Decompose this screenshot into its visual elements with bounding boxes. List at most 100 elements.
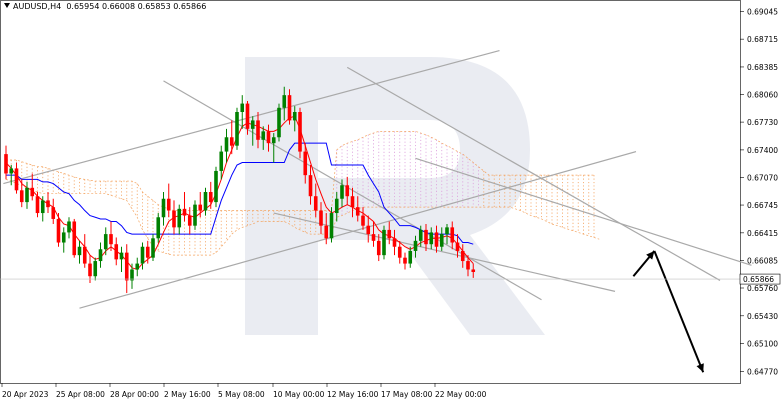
candle-body [424,229,428,245]
x-tick-label: 17 May 08:00 [381,390,433,399]
candle-body [25,187,29,203]
candle-body [371,234,376,241]
candle-body [229,137,234,146]
y-axis: 0.69045 0.68715 0.68385 0.68060 0.67730 0.674… [740,7,778,376]
x-tick-label: 28 Apr 00:00 [110,390,159,399]
y-tick-label: 0.68060 [747,90,778,99]
x-tick-label: 5 May 08:00 [218,390,265,399]
candle-body [61,232,66,243]
candle-body [340,185,344,199]
y-tick-label: 0.68385 [747,63,778,72]
current-price-box [739,273,781,285]
candle-body [161,198,166,218]
candle-body [177,208,182,228]
collapse-triangle-icon[interactable] [4,3,10,8]
candles [4,86,476,294]
candle-body [156,217,161,239]
candle-body [187,215,192,226]
candle-body [145,246,150,258]
candle-body [151,238,155,258]
candle-body [382,229,386,256]
candle-body [203,192,208,211]
candle-body [308,175,313,197]
candle-body [140,246,145,264]
candle-body [224,137,229,152]
chart-header: AUDUSD,H4 0.65954 0.66008 0.65853 0.6586… [4,2,206,11]
candle-body [366,225,371,235]
candle-body [324,225,329,239]
trendline [346,66,721,281]
ohlc-values: 0.65954 0.66008 0.65853 0.65866 [66,2,207,11]
candle-body [19,190,24,203]
candle-body [460,250,465,262]
candle-body [376,240,381,256]
candle-body [303,151,308,176]
watermark-logo [245,57,545,335]
candle-body [14,168,19,191]
candle-body [46,200,50,208]
candle-body [240,103,245,112]
candle-body [88,263,92,277]
y-tick-label: 0.68715 [747,35,778,44]
candle-body [82,246,87,264]
candle-body [319,210,323,226]
x-tick-label: 20 Apr 2023 [2,390,49,399]
y-tick-label: 0.66745 [747,201,778,210]
candle-body [266,131,271,144]
candle-body [282,95,287,108]
y-tick-label: 0.65100 [747,340,778,349]
candle-body [93,261,98,277]
candle-body [387,229,392,239]
candle-body [4,154,8,174]
cloud-senkou-b-line [5,179,600,256]
candle-body [345,185,350,197]
candle-body [67,221,71,233]
candle-body [103,234,108,250]
candle-body [313,196,318,211]
forecast-arrow-head [696,363,704,373]
y-tick-label: 0.64770 [747,367,778,376]
candle-body [292,112,297,121]
x-tick-label: 12 May 16:00 [327,390,379,399]
trendline [3,49,500,185]
candle-body [198,204,203,211]
x-tick-label: 25 Apr 08:00 [56,390,105,399]
y-tick-label: 0.66085 [747,257,778,266]
candle-body [172,210,176,228]
y-tick-label: 0.65760 [747,284,778,293]
watermark-r-shape [245,57,545,335]
candle-body [466,261,470,270]
candle-body [355,207,360,216]
candle-body [166,198,171,211]
y-tick-label: 0.67400 [747,146,778,155]
candle-body [418,229,423,241]
candle-body [119,252,124,260]
candle-body [109,234,113,245]
candle-body [361,215,365,226]
x-axis: 20 Apr 2023 25 Apr 08:00 28 Apr 00:00 2 May… [1,383,487,399]
symbol-label: AUDUSD,H4 [13,2,62,11]
candle-body [72,221,77,256]
candle-body [40,200,45,214]
candle-body [51,207,56,219]
candle-body [408,250,413,264]
candle-body [130,269,134,281]
forecast-arrow-shaft [653,250,705,373]
cloud-senkou-a-line [6,131,594,211]
candle-body [256,120,260,140]
forecast-arrow-head [646,250,655,260]
candle-body [329,213,334,239]
kijun-sen-line [6,142,474,245]
candle-body [182,208,187,216]
candle-body [214,170,218,203]
candle-body [334,198,339,214]
candle-body [124,252,129,281]
candle-body [98,249,103,262]
candle-body [35,196,40,214]
y-tick-label: 0.69045 [747,7,778,16]
candle-body [471,269,476,272]
candle-body [397,246,402,258]
x-tick-label: 22 May 00:00 [435,390,487,399]
candle-body [298,112,302,152]
